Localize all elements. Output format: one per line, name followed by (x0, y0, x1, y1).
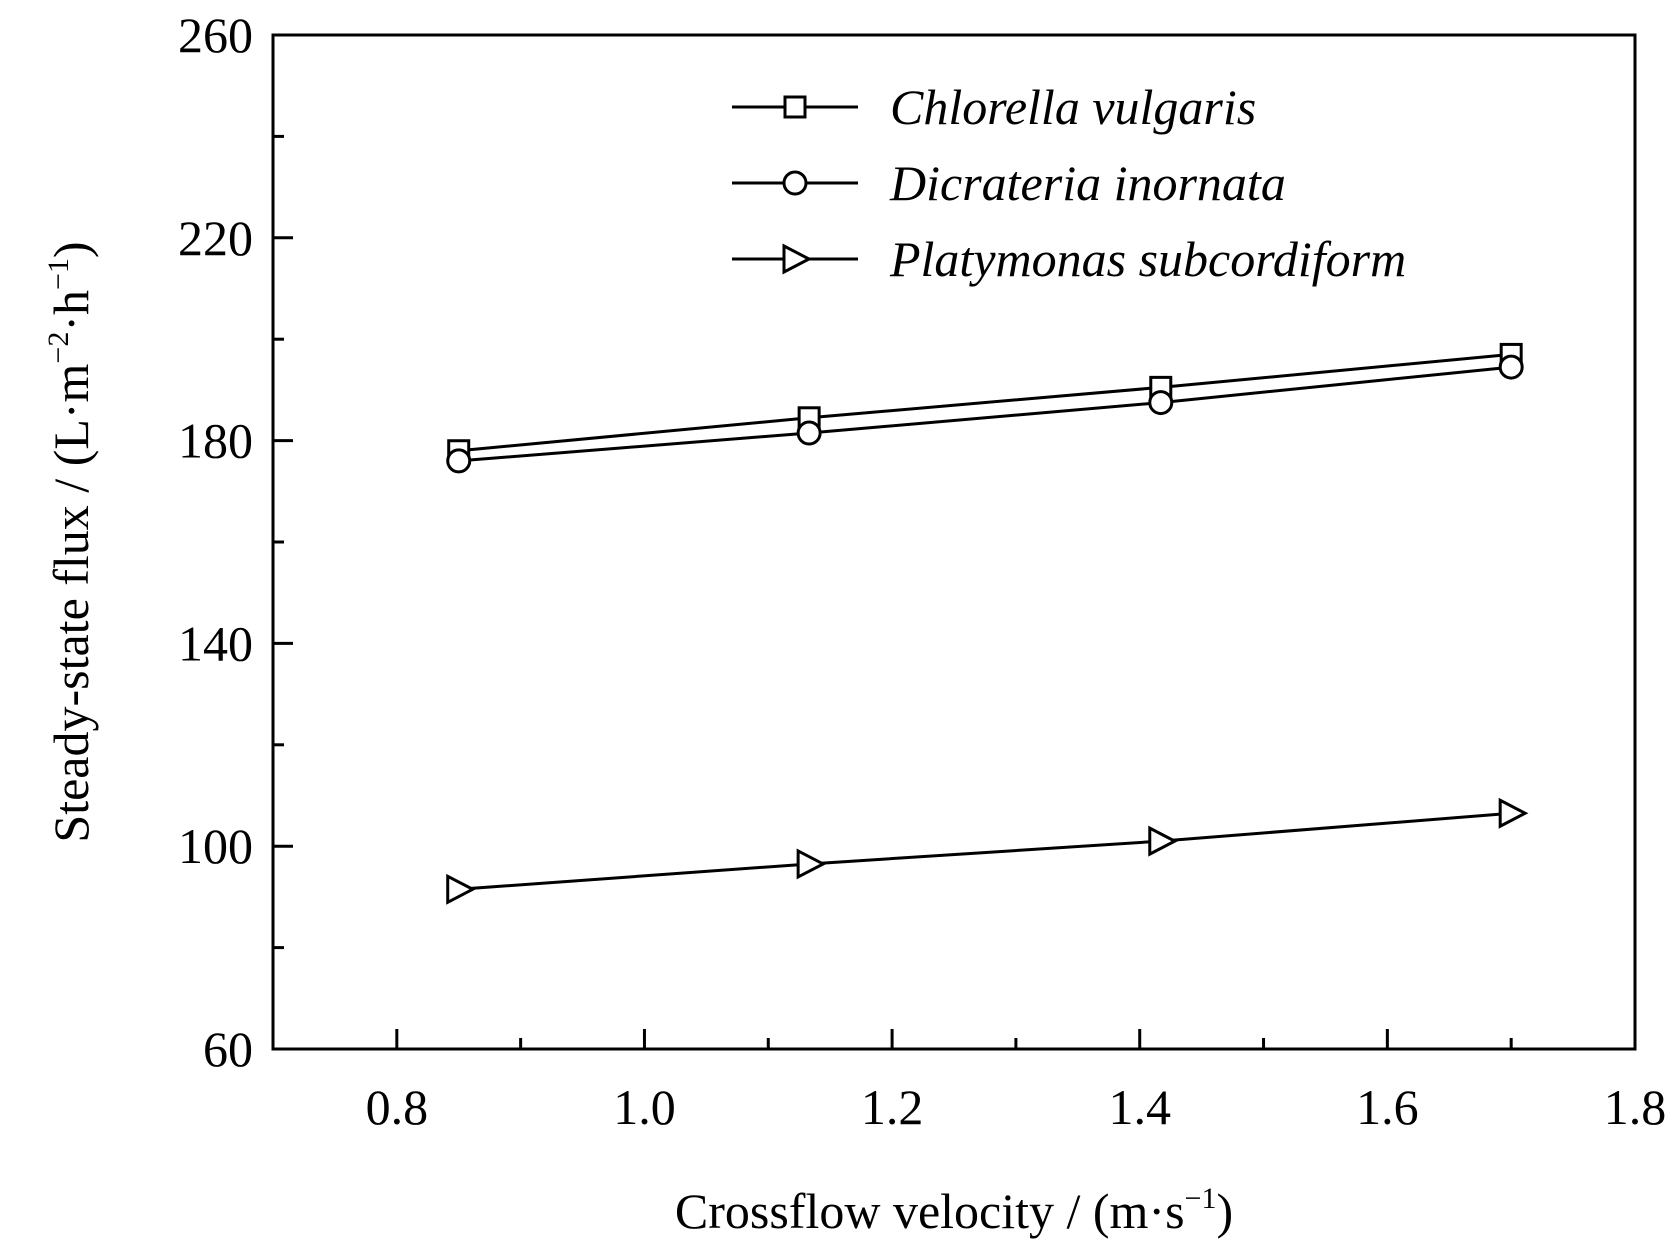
data-point-triangle-right (446, 873, 476, 905)
legend-item: Dicrateria inornata (732, 155, 1286, 211)
legend-marker-triangle-right (782, 243, 813, 275)
x-axis-title: Crossflow velocity / (m·s−1) (675, 1182, 1233, 1239)
y-tick-label: 140 (178, 615, 253, 671)
legend-label: Chlorella vulgaris (890, 79, 1256, 135)
series-line (458, 352, 1512, 453)
x-axis: 0.8 1.0 1.2 1.4 1.6 1.8 (366, 1029, 1667, 1135)
y-tick-label: 260 (178, 7, 253, 63)
x-tick-label: 1.2 (861, 1079, 924, 1135)
series-line (458, 365, 1512, 463)
legend-item: Chlorella vulgaris (732, 79, 1256, 135)
data-point-triangle-right (1148, 825, 1179, 857)
legend-item: Platymonas subcordiform (732, 231, 1406, 287)
series-1 (446, 354, 1524, 474)
legend-label: Dicrateria inornata (889, 155, 1286, 211)
y-axis-title: Steady-state flux / (L·m−2·h−1) (42, 241, 99, 842)
data-point-circle (796, 420, 822, 446)
y-tick-label: 60 (203, 1021, 253, 1077)
x-tick-label: 1.8 (1604, 1079, 1667, 1135)
series-line (458, 811, 1512, 891)
legend-marker-square (783, 95, 807, 119)
x-tick-label: 1.4 (1108, 1079, 1171, 1135)
series-2 (446, 797, 1529, 905)
x-tick-label: 0.8 (366, 1079, 429, 1135)
legend: Chlorella vulgaris Dicrateria inornata Pla… (732, 79, 1406, 287)
data-point-circle (446, 448, 472, 474)
y-tick-label: 100 (178, 818, 253, 874)
y-tick-label: 220 (178, 210, 253, 266)
data-point-circle (1148, 390, 1174, 416)
data-point-triangle-right (1498, 797, 1529, 829)
series-0 (447, 342, 1523, 463)
legend-marker-circle (782, 170, 808, 196)
data-point-triangle-right (796, 848, 827, 880)
x-tick-label: 1.6 (1356, 1079, 1419, 1135)
legend-label: Platymonas subcordiform (889, 231, 1406, 287)
x-tick-label: 1.0 (613, 1079, 676, 1135)
series-layer (446, 342, 1529, 905)
y-axis: 60 100 140 180 220 260 (178, 7, 293, 1077)
data-point-circle (1498, 354, 1524, 380)
y-tick-label: 180 (178, 413, 253, 469)
